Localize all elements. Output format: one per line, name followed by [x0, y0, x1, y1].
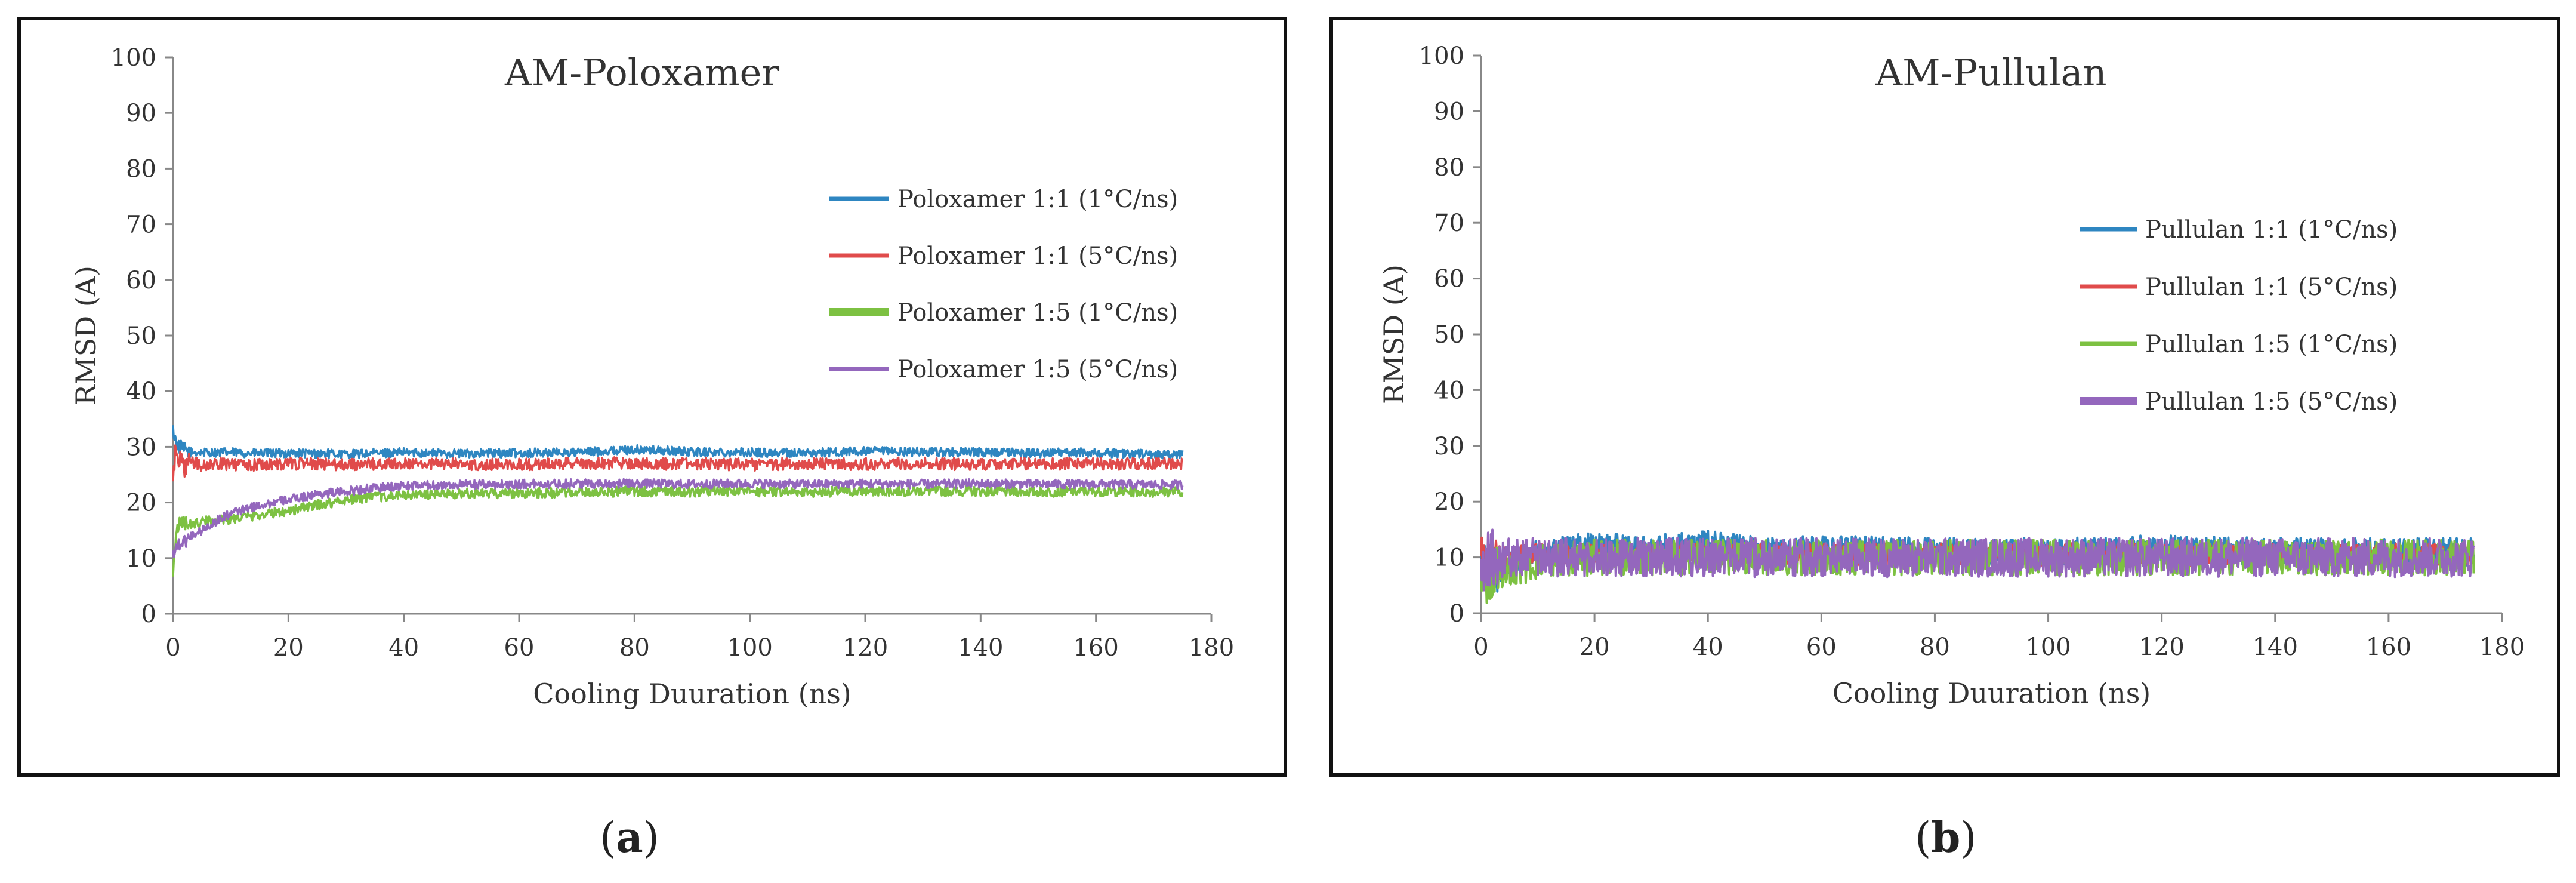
series-line-4: [1480, 528, 2475, 592]
y-tick-label: 0: [1449, 600, 1464, 627]
chart-a-svg: 0 10 20 30 40 50 60 70 80 90 100 0 20 40 60 80 100 120 140…: [17, 17, 1287, 777]
x-tick-label: 140: [958, 634, 1003, 662]
y-tick-label: 10: [126, 545, 156, 573]
chart-frame: [1329, 17, 2560, 777]
y-tick-label: 70: [126, 211, 156, 239]
x-tick-label: 180: [1189, 634, 1234, 662]
chart-panel-a: 0 10 20 30 40 50 60 70 80 90 100 0 20 40 60 80 100 120 140…: [17, 17, 1287, 777]
x-tick-label: 120: [2139, 633, 2184, 661]
y-axis-label: RMSD (A): [70, 266, 102, 405]
x-tick-label: 60: [504, 634, 535, 662]
x-tick-label: 40: [388, 634, 419, 662]
x-axis-label: Cooling Duuration (ns): [1832, 677, 2151, 709]
x-tick-label: 180: [2479, 633, 2525, 661]
x-tick-label: 0: [165, 634, 180, 662]
chart-frame: [17, 17, 1287, 777]
legend-label-4: Pullulan 1:5 (5°C/ns): [2145, 388, 2398, 416]
chart-title: AM-Pullulan: [1875, 51, 2106, 94]
x-tick-label: 80: [619, 634, 650, 662]
x-tick-label: 60: [1806, 633, 1837, 661]
x-tick-label: 160: [2366, 633, 2411, 661]
y-tick-label: 100: [111, 44, 156, 72]
legend-label-3: Poloxamer 1:5 (1°C/ns): [897, 299, 1178, 327]
series-line-4: [172, 478, 1184, 558]
y-tick-label: 60: [126, 267, 156, 294]
panel-label-b-text: b: [1931, 813, 1961, 862]
y-tick-label: 80: [126, 155, 156, 183]
y-tick-label: 90: [126, 100, 156, 127]
legend-label-1: Poloxamer 1:1 (1°C/ns): [897, 186, 1178, 213]
y-tick-label: 0: [141, 601, 156, 628]
x-tick-label: 100: [2025, 633, 2071, 661]
y-tick-label: 50: [126, 322, 156, 350]
chart-panel-b: 0 10 20 30 40 50 60 70 80 90 100 0 20 40 60 80 100 120 140…: [1329, 17, 2560, 777]
y-tick-label: 30: [1434, 433, 1464, 460]
chart-title: AM-Poloxamer: [504, 51, 779, 94]
y-tick-label: 90: [1434, 98, 1464, 125]
series-line-3: [172, 485, 1184, 577]
x-tick-label: 100: [727, 634, 772, 662]
y-tick-label: 70: [1434, 210, 1464, 237]
series-line-1: [172, 425, 1184, 460]
x-tick-label: 20: [273, 634, 304, 662]
x-tick-label: 120: [843, 634, 888, 662]
x-tick-label: 20: [1579, 633, 1610, 661]
legend-label-2: Pullulan 1:1 (5°C/ns): [2145, 273, 2398, 301]
y-tick-label: 10: [1434, 544, 1464, 572]
y-tick-label: 100: [1419, 42, 1464, 70]
y-tick-label: 60: [1434, 266, 1464, 293]
legend-label-2: Poloxamer 1:1 (5°C/ns): [897, 242, 1178, 270]
x-tick-label: 160: [1073, 634, 1118, 662]
y-tick-label: 40: [1434, 377, 1464, 404]
y-tick-label: 20: [1434, 488, 1464, 516]
legend-label-3: Pullulan 1:5 (1°C/ns): [2145, 331, 2398, 358]
y-tick-label: 50: [1434, 321, 1464, 349]
series-line-2: [172, 444, 1183, 482]
x-tick-label: 0: [1473, 633, 1488, 661]
x-axis-label: Cooling Duuration (ns): [533, 678, 852, 710]
y-axis-label: RMSD (A): [1378, 264, 1410, 404]
y-tick-label: 40: [126, 378, 156, 405]
y-tick-label: 30: [126, 433, 156, 461]
panel-label-a: (a): [600, 813, 659, 862]
x-tick-label: 80: [1920, 633, 1950, 661]
panel-label-b: (b): [1915, 813, 1977, 862]
legend-label-1: Pullulan 1:1 (1°C/ns): [2145, 216, 2398, 244]
y-tick-label: 20: [126, 490, 156, 517]
y-tick-label: 80: [1434, 154, 1464, 181]
x-tick-label: 40: [1693, 633, 1723, 661]
legend-label-4: Poloxamer 1:5 (5°C/ns): [897, 356, 1178, 383]
x-tick-label: 140: [2253, 633, 2298, 661]
panel-label-a-text: a: [616, 813, 643, 862]
chart-b-svg: 0 10 20 30 40 50 60 70 80 90 100 0 20 40 60 80 100 120 140…: [1329, 17, 2560, 777]
